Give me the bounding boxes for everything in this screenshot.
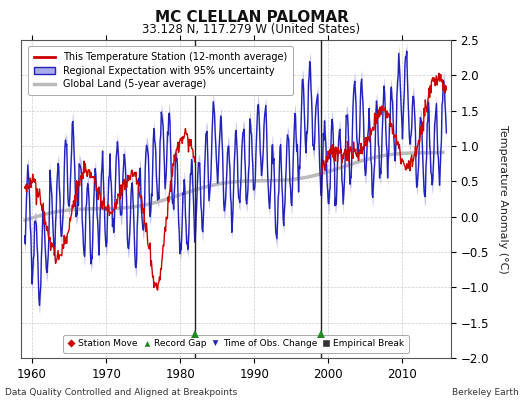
Text: 33.128 N, 117.279 W (United States): 33.128 N, 117.279 W (United States) [143,23,361,36]
Text: Data Quality Controlled and Aligned at Breakpoints: Data Quality Controlled and Aligned at B… [5,388,237,397]
Text: Berkeley Earth: Berkeley Earth [452,388,519,397]
Y-axis label: Temperature Anomaly (°C): Temperature Anomaly (°C) [498,125,508,273]
Legend: Station Move, Record Gap, Time of Obs. Change, Empirical Break: Station Move, Record Gap, Time of Obs. C… [63,335,409,353]
Text: MC CLELLAN PALOMAR: MC CLELLAN PALOMAR [155,10,348,25]
